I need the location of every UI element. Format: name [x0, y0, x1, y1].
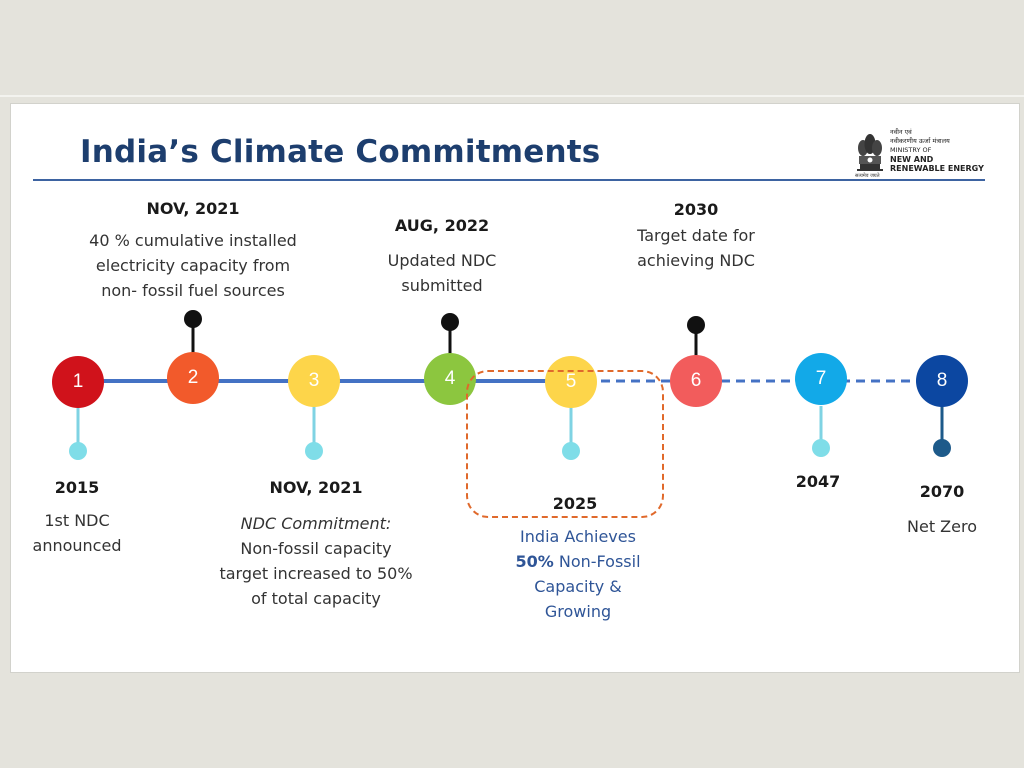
- logo-renewable-energy: RENEWABLE ENERGY: [890, 164, 984, 173]
- milestone-desc-2: 40 % cumulative installed electricity ca…: [89, 231, 297, 300]
- milestone-date-3: NOV, 2021: [269, 478, 363, 497]
- pin-5: [562, 442, 580, 460]
- milestone-desc-4: Updated NDC submitted: [387, 251, 497, 295]
- milestone-desc-5: India Achieves 50% Non-Fossil Capacity &…: [515, 527, 641, 621]
- pin-4: [441, 313, 459, 331]
- pin-7: [812, 439, 830, 457]
- logo-hindi-line1: नवीन एवं: [890, 128, 912, 136]
- milestone-desc-8: Net Zero: [907, 517, 977, 536]
- logo-hindi-line2: नवीकरणीय ऊर्जा मंत्रालय: [890, 137, 950, 145]
- pin-8: [933, 439, 951, 457]
- emblem-icon: [857, 134, 883, 171]
- band-divider: [0, 95, 1024, 97]
- title-underline: [33, 179, 985, 181]
- milestone-date-1: 2015: [54, 478, 100, 497]
- milestone-date-6: 2030: [673, 200, 719, 219]
- highlight-box-2025: [466, 370, 664, 518]
- ministry-logo: नवीन एवं नवीकरणीय ऊर्जा मंत्रालय MINISTR…: [853, 126, 984, 181]
- milestone-desc-6: Target date for achieving NDC: [637, 226, 755, 270]
- milestone-node-2: 2: [167, 352, 219, 404]
- milestone-node-7: 7: [795, 353, 847, 405]
- slide-title: India’s Climate Commitments: [80, 134, 601, 170]
- milestone-date-8: 2070: [919, 482, 965, 501]
- milestone-date-2: NOV, 2021: [146, 199, 240, 218]
- milestone-node-3: 3: [288, 355, 340, 407]
- milestone-node-8: 8: [916, 355, 968, 407]
- pin-1: [69, 442, 87, 460]
- milestone-desc-3: NDC Commitment: Non-fossil capacity targ…: [219, 514, 413, 608]
- milestone-node-5: 5: [545, 356, 597, 408]
- milestone-date-7: 2047: [795, 472, 841, 491]
- milestone-date-4: AUG, 2022: [394, 216, 490, 235]
- milestone-node-1: 1: [52, 356, 104, 408]
- top-band: [0, 0, 1024, 97]
- logo-new-and: NEW AND: [890, 155, 934, 164]
- pin-6: [687, 316, 705, 334]
- pin-3: [305, 442, 323, 460]
- logo-ministry-of: MINISTRY OF: [890, 146, 932, 154]
- milestone-node-6: 6: [670, 355, 722, 407]
- milestone-date-5: 2025: [552, 494, 598, 513]
- pin-2: [184, 310, 202, 328]
- milestone-desc-1: 1st NDC announced: [32, 511, 122, 555]
- logo-motto: सत्यमेव जयते: [855, 173, 880, 179]
